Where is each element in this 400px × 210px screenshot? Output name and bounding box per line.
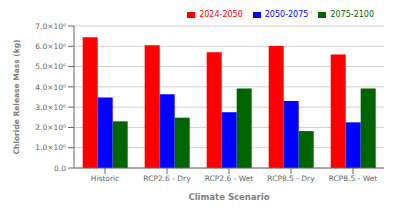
svg-text:3.0×10⁶: 3.0×10⁶ (35, 103, 66, 112)
svg-text:RCP2.6 - Dry: RCP2.6 - Dry (143, 174, 191, 183)
svg-text:Chloride Release Mass (kg): Chloride Release Mass (kg) (12, 40, 21, 155)
svg-text:RCP2.6 - Wet: RCP2.6 - Wet (205, 174, 254, 183)
svg-text:RCP8.5 - Dry: RCP8.5 - Dry (267, 174, 315, 183)
svg-text:6.0×10⁶: 6.0×10⁶ (35, 42, 66, 51)
svg-text:2.0×10⁶: 2.0×10⁶ (35, 123, 66, 132)
html-text:2075-2100: 2075-2100 (330, 10, 374, 19)
svg-text:0.0: 0.0 (54, 164, 66, 173)
svg-text:1.0×10⁶: 1.0×10⁶ (35, 143, 66, 152)
svg-text:4.0×10⁶: 4.0×10⁶ (35, 83, 66, 92)
svg-text:5.0×10⁶: 5.0×10⁶ (35, 62, 66, 71)
html-text:2024-2050: 2024-2050 (199, 10, 243, 19)
svg-text:RCP8.5 - Wet: RCP8.5 - Wet (329, 174, 378, 183)
svg-text:Historic: Historic (91, 174, 119, 183)
svg-text:Climate Scenario: Climate Scenario (188, 192, 269, 202)
svg-text:7.0×10⁶: 7.0×10⁶ (35, 22, 66, 31)
html-text:2050-2075: 2050-2075 (264, 10, 309, 19)
